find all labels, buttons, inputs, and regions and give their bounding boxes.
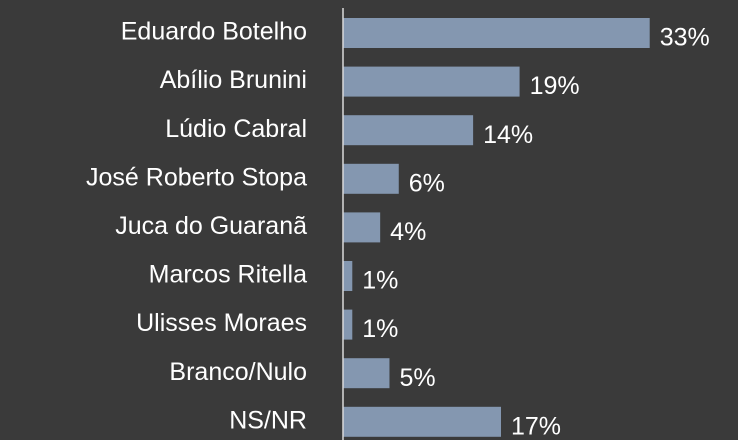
category-label: José Roberto Stopa [86, 163, 307, 191]
bar [343, 358, 390, 389]
data-label: 1% [362, 315, 398, 343]
bar [343, 163, 399, 194]
data-label: 19% [530, 72, 580, 100]
bar [343, 115, 474, 146]
category-label: Marcos Ritella [149, 261, 307, 289]
bar [343, 261, 353, 291]
data-label: 5% [399, 364, 435, 392]
category-label: Abílio Brunini [160, 66, 307, 94]
bar [343, 406, 501, 437]
data-label: 4% [390, 218, 426, 246]
bar [343, 66, 520, 97]
data-label: 6% [409, 169, 445, 197]
category-label: NS/NR [229, 406, 307, 434]
data-label: 1% [362, 267, 398, 295]
category-label: Ulisses Moraes [136, 309, 307, 337]
data-label: 17% [511, 412, 561, 440]
category-label: Lúdio Cabral [165, 115, 307, 143]
data-label: 14% [483, 121, 533, 149]
bar [343, 309, 353, 340]
category-label: Branco/Nulo [169, 358, 307, 386]
category-label: Juca do Guaranã [115, 212, 307, 240]
bar [343, 18, 650, 48]
data-label: 33% [660, 24, 710, 52]
category-label: Eduardo Botelho [121, 18, 307, 46]
bar [343, 212, 381, 243]
